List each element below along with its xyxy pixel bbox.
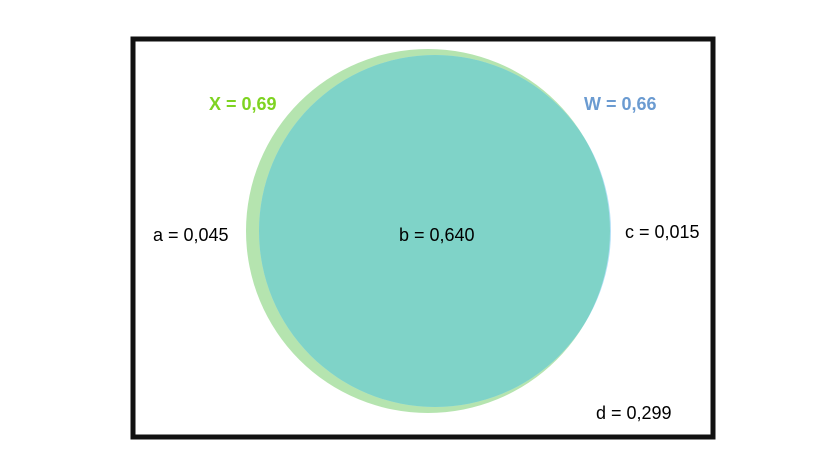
set-x-label: X = 0,69 [209, 94, 277, 114]
region-d-label: d = 0,299 [596, 403, 672, 423]
region-b-label: b = 0,640 [399, 225, 475, 245]
set-w-label: W = 0,66 [584, 94, 657, 114]
overlap-region [259, 55, 610, 407]
region-c-label: c = 0,015 [625, 222, 700, 242]
region-a-label: a = 0,045 [153, 225, 229, 245]
universe-frame [130, 36, 716, 440]
